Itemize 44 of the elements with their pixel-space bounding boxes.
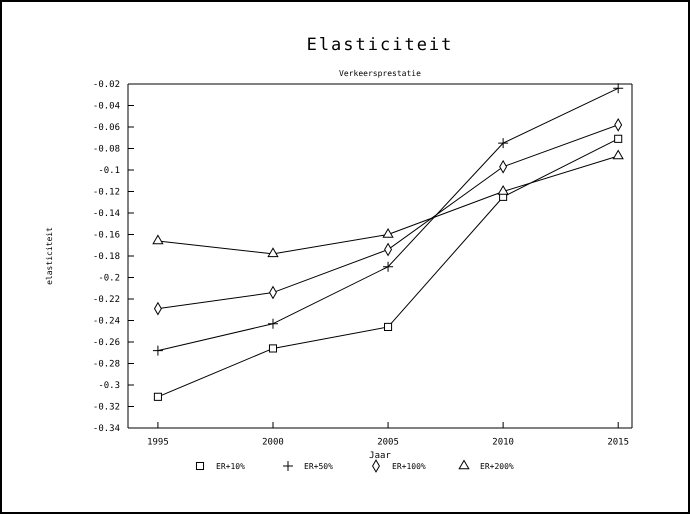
- legend-label: ER+10%: [216, 462, 246, 471]
- x-tick-label: 1995: [147, 437, 169, 448]
- point: [152, 345, 164, 356]
- x-tick-label: 2005: [377, 437, 399, 448]
- y-axis-title: elasticiteit: [45, 226, 54, 285]
- chart-subtitle: Verkeersprestatie: [339, 69, 422, 78]
- y-tick-label: -0.12: [92, 187, 120, 198]
- point: [268, 248, 278, 258]
- point: [384, 322, 392, 331]
- legend-label: ER+50%: [304, 462, 334, 471]
- point: [382, 261, 394, 272]
- y-tick-label: -0.34: [92, 424, 120, 434]
- y-tick-label: -0.32: [92, 402, 120, 412]
- point: [612, 150, 624, 160]
- point: [498, 138, 509, 149]
- legend-label: ER+100%: [392, 462, 426, 471]
- y-tick-label: -0.16: [92, 230, 120, 240]
- x-axis-title: Jaar: [369, 451, 392, 461]
- y-tick-label: -0.18: [92, 252, 120, 262]
- y-tick-label: -0.1: [98, 166, 120, 176]
- y-tick-label: -0.22: [92, 294, 120, 305]
- chart-title: Elasticiteit: [306, 35, 454, 55]
- x-tick-label: 2010: [492, 437, 514, 448]
- y-tick-label: -0.02: [92, 80, 120, 90]
- y-tick-label: -0.04: [92, 101, 120, 112]
- point: [614, 134, 622, 143]
- y-tick-label: -0.14: [92, 208, 120, 219]
- x-tick-label: 2015: [607, 437, 630, 448]
- point: [498, 185, 508, 195]
- y-tick-label: -0.06: [92, 122, 120, 133]
- point: [382, 228, 394, 238]
- legend-label: ER+200%: [480, 462, 514, 471]
- point: [268, 344, 278, 352]
- y-tick-label: -0.26: [92, 338, 120, 348]
- y-tick-label: -0.08: [92, 144, 120, 154]
- y-tick-label: -0.2: [98, 273, 120, 284]
- y-tick-label: -0.3: [98, 380, 120, 391]
- point: [612, 82, 624, 94]
- y-tick-label: -0.24: [92, 316, 120, 326]
- point: [154, 392, 162, 401]
- x-tick-label: 2000: [262, 437, 284, 448]
- y-tick-label: -0.28: [92, 359, 120, 370]
- point: [267, 318, 278, 330]
- point: [152, 234, 164, 244]
